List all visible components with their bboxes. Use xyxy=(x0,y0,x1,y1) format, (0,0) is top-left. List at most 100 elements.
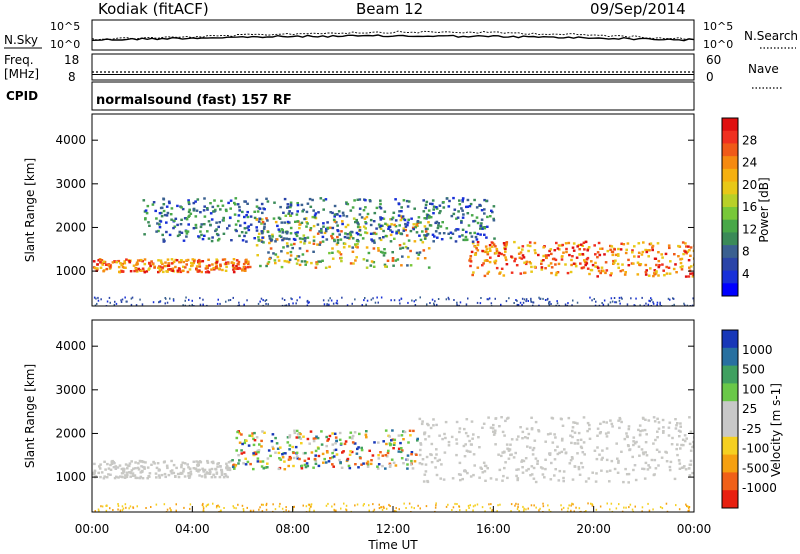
heatmap-cell xyxy=(140,465,143,468)
heatmap-cell xyxy=(481,227,484,230)
heatmap-cell xyxy=(399,218,403,222)
heatmap-cell xyxy=(583,259,586,262)
heatmap-cell xyxy=(180,206,183,209)
heatmap-cell xyxy=(309,205,313,208)
heatmap-cell xyxy=(689,459,693,463)
heatmap-cell xyxy=(210,239,214,243)
heatmap-cell xyxy=(146,477,149,480)
heatmap-cell xyxy=(492,205,496,208)
heatmap-cell xyxy=(384,454,388,457)
cpid-panel: CPID normalsound (fast) 157 RF xyxy=(6,81,695,111)
heatmap-cell xyxy=(355,218,358,222)
heatmap-cell xyxy=(161,262,164,266)
heatmap-cell xyxy=(424,203,428,207)
heatmap-cell xyxy=(132,506,135,509)
heatmap-cell xyxy=(598,432,602,435)
heatmap-cell xyxy=(518,510,520,512)
heatmap-cell xyxy=(689,430,693,433)
heatmap-cell xyxy=(668,421,672,424)
heatmap-cell xyxy=(326,439,329,442)
heatmap-cell xyxy=(173,225,177,228)
heatmap-cell xyxy=(204,267,208,270)
heatmap-cell xyxy=(289,203,293,206)
heatmap-cell xyxy=(283,221,286,224)
heatmap-cell xyxy=(333,204,337,208)
heatmap-cell xyxy=(426,479,429,483)
heatmap-cell xyxy=(255,226,258,229)
heatmap-cell xyxy=(138,459,142,463)
heatmap-cell xyxy=(497,453,500,456)
heatmap-cell xyxy=(290,212,294,215)
heatmap-cell xyxy=(521,471,525,474)
freq-label-1: Freq. xyxy=(4,53,34,67)
heatmap-cell xyxy=(210,467,214,471)
heatmap-cell xyxy=(461,216,465,219)
heatmap-cell xyxy=(397,447,401,450)
heatmap-cell xyxy=(155,476,158,479)
heatmap-cell xyxy=(196,464,199,467)
heatmap-cell xyxy=(296,433,300,436)
heatmap-cell xyxy=(510,503,513,506)
heatmap-cell xyxy=(306,202,310,205)
heatmap-cell xyxy=(365,259,369,262)
heatmap-cell xyxy=(279,205,282,209)
heatmap-cell xyxy=(628,448,632,451)
heatmap-cell xyxy=(395,507,397,510)
heatmap-cell xyxy=(212,473,215,476)
heatmap-cell xyxy=(145,212,149,215)
heatmap-cell xyxy=(361,304,363,306)
heatmap-cell xyxy=(286,436,290,439)
heatmap-cell xyxy=(257,451,260,454)
heatmap-cell xyxy=(96,302,98,305)
heatmap-cell xyxy=(237,462,240,465)
heatmap-cell xyxy=(521,459,524,462)
heatmap-cell xyxy=(247,262,250,266)
heatmap-cell xyxy=(461,200,464,203)
heatmap-cell xyxy=(381,454,385,457)
heatmap-cell xyxy=(360,448,364,452)
heatmap-cell xyxy=(486,253,490,256)
heatmap-cell xyxy=(358,198,362,201)
heatmap-cell xyxy=(637,251,641,254)
heatmap-cell xyxy=(571,457,574,460)
colorbar-tick-label: 100 xyxy=(742,382,765,396)
heatmap-cell xyxy=(477,436,480,439)
heatmap-cell xyxy=(242,508,245,510)
heatmap-cell xyxy=(148,472,152,475)
heatmap-cell xyxy=(156,222,159,225)
heatmap-cell xyxy=(365,231,369,235)
heatmap-cell xyxy=(379,451,382,454)
heatmap-cell xyxy=(615,301,618,304)
heatmap-cell xyxy=(422,199,425,202)
heatmap-cell xyxy=(392,443,396,446)
heatmap-cell xyxy=(265,197,268,200)
heatmap-cell xyxy=(135,304,138,306)
heatmap-cell xyxy=(285,506,287,509)
heatmap-cell xyxy=(225,300,227,303)
heatmap-cell xyxy=(298,247,302,250)
heatmap-cell xyxy=(302,452,306,455)
heatmap-cell xyxy=(681,265,684,268)
heatmap-cell xyxy=(227,262,230,265)
heatmap-cell xyxy=(215,221,218,224)
heatmap-cell xyxy=(619,269,623,273)
heatmap-cell xyxy=(300,260,304,263)
heatmap-cell xyxy=(295,213,299,216)
heatmap-cell xyxy=(234,223,238,226)
heatmap-cell xyxy=(188,476,191,479)
heatmap-cell xyxy=(258,217,261,220)
heatmap-cell xyxy=(406,264,409,267)
heatmap-cell xyxy=(675,504,677,507)
heatmap-cell xyxy=(302,234,306,237)
heatmap-cell xyxy=(143,258,147,261)
heatmap-cell xyxy=(459,301,462,304)
heatmap-cell xyxy=(633,304,635,306)
heatmap-cell xyxy=(677,255,680,258)
heatmap-cell xyxy=(325,444,328,448)
heatmap-cell xyxy=(159,268,163,271)
heatmap-cell xyxy=(100,298,102,301)
heatmap-cell xyxy=(218,267,221,270)
heatmap-cell xyxy=(501,430,505,434)
heatmap-cell xyxy=(265,502,268,505)
